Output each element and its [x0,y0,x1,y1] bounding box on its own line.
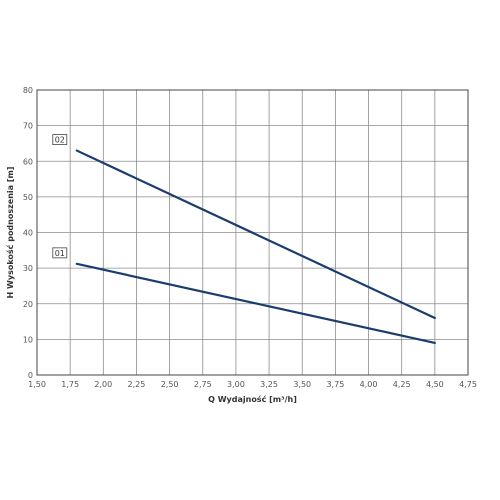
x-tick-label: 3,00 [227,380,245,389]
curve-label-text: 02 [55,136,65,145]
curve-label-text: 01 [55,249,65,258]
curve-labels: 01 02 [52,134,68,259]
x-tick-label: 1,75 [61,380,79,389]
y-tick-label: 20 [23,300,33,309]
x-tick-label: 4,50 [426,380,444,389]
x-tick-label: 4,25 [393,380,411,389]
curve-label-box [52,247,68,259]
series-lines [75,149,436,345]
curve-label-box [52,134,68,145]
y-tick-label: 60 [23,157,33,166]
x-tick-label: 4,00 [360,380,378,389]
x-tick-label: 3,75 [326,380,344,389]
curve-label-02: 02 [52,134,68,145]
y-axis-label: H Wysokość podnoszenia [m] [5,167,15,299]
x-tick-label: 2,25 [128,380,146,389]
y-tick-label: 10 [23,335,33,344]
y-tick-label: 70 [23,122,33,131]
x-tick-label: 2,75 [194,380,212,389]
y-tick-label: 50 [23,193,33,202]
x-axis-label: Q Wydajność [m³/h] [208,394,297,404]
y-tick-labels: 0 10 20 30 40 50 60 70 80 [23,86,33,380]
x-tick-label: 1,50 [28,380,46,389]
series-line-01 [75,262,436,345]
y-tick-label: 0 [28,371,33,380]
x-tick-label: 2,50 [161,380,179,389]
y-tick-label: 30 [23,264,33,273]
x-tick-label: 2,00 [94,380,112,389]
curve-label-01: 01 [52,247,68,259]
series-line-02 [75,149,436,320]
x-tick-label: 3,50 [293,380,311,389]
x-tick-label: 3,25 [260,380,278,389]
x-tick-label: 4,75 [459,380,477,389]
y-tick-label: 40 [23,229,33,238]
plot-frame [36,89,469,376]
x-tick-labels: 1,50 1,75 2,00 2,25 2,50 2,75 3,00 3,25 3,50 3,75… [28,380,477,389]
y-tick-label: 80 [23,86,33,95]
